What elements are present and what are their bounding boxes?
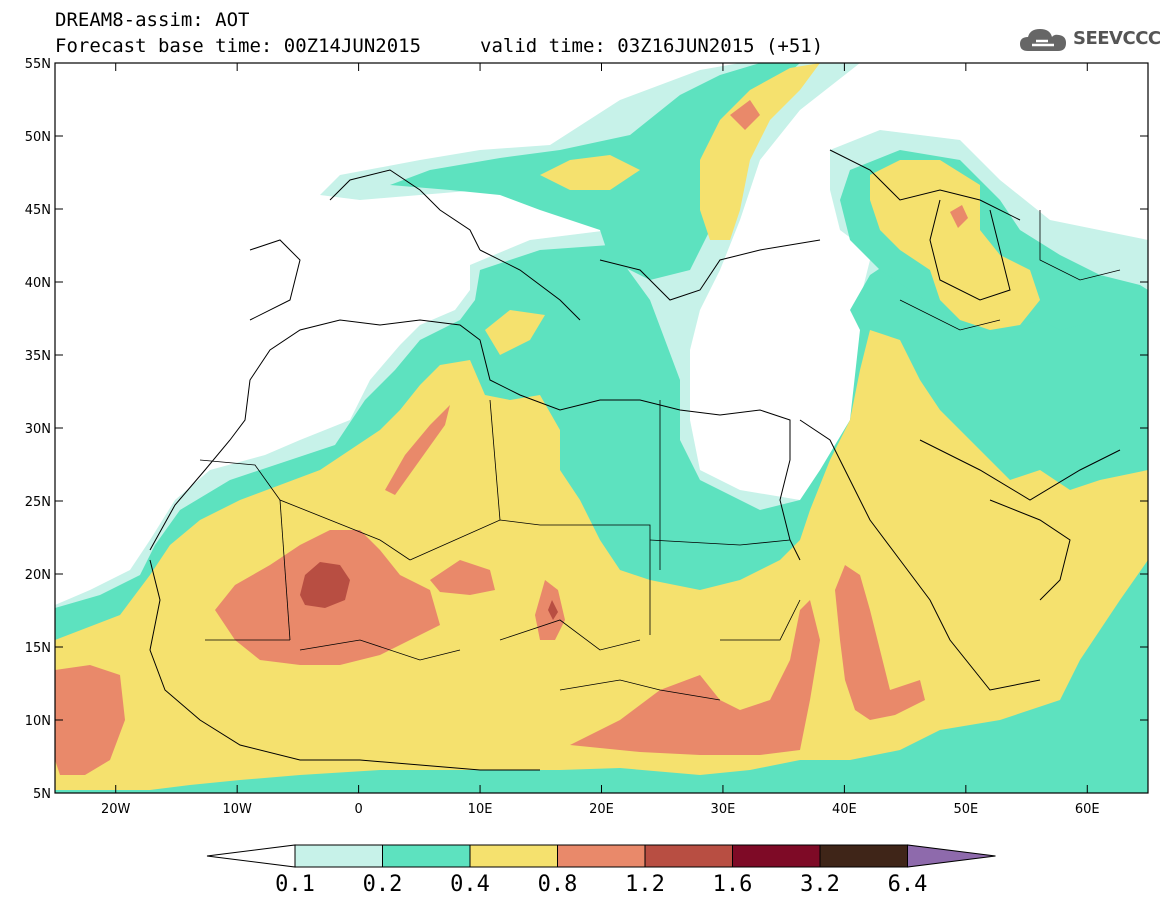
colorbar-segment [732,844,821,868]
aot-field [55,63,1148,793]
aot-contour-0.8-atlantic [55,665,125,775]
colorbar-label: 3.2 [800,872,840,897]
aot-contour-0.4-balkans [540,155,640,190]
lat-label: 5N [33,787,51,802]
colorbar-max-arrow [907,844,996,868]
aot-contour-0.8-ukraine [730,100,760,130]
colorbar: 0.1 0.2 0.4 0.8 1.2 1.6 3.2 6.4 [206,844,996,897]
aot-contour-1.2 [300,562,350,608]
colorbar-label: 1.6 [713,872,753,897]
colorbar-label: 0.8 [538,872,578,897]
title-line2: Forecast base time: 00Z14JUN2015 [55,35,422,57]
colorbar-segment [819,844,908,868]
lon-label: 30E [711,802,736,817]
latitude-axis: 55N 50N 45N 40N 35N 30N 25N 20N 15N 10N 5N [25,57,1148,802]
aot-contour-0.8-sudan [570,600,820,755]
lat-label: 20N [25,568,51,583]
lon-label: 10E [468,802,493,817]
lat-label: 45N [25,203,51,218]
seevccc-logo: SEEVCCC [1018,25,1161,55]
aot-contour-0.1-north [320,63,780,200]
coastlines [149,149,1121,771]
aot-contour-0.4-carpathian [700,63,820,240]
colorbar-label: 0.1 [275,872,315,897]
aot-contour-0.4-caspian [870,160,1040,330]
logo-text: SEEVCCC [1073,28,1161,49]
aot-contour-0.8-redsea [835,565,925,720]
lat-label: 55N [25,57,51,72]
aot-contour-0.8-streak [385,405,450,495]
colorbar-label: 0.2 [363,872,403,897]
longitude-axis: 20W 10W 0 10E 20E 30E 40E 50E 60E [101,63,1100,817]
aot-contour-0.4-sicily [485,310,545,355]
colorbar-label: 6.4 [888,872,928,897]
lon-label: 0 [354,802,362,817]
colorbar-min-arrow [206,844,296,868]
lon-label: 40E [832,802,857,817]
lat-label: 40N [25,276,51,291]
title-line1: DREAM8-assim: AOT [55,9,250,31]
aot-contour-1.2-chad [548,600,558,620]
aot-contour-0.8-niger [430,560,495,595]
lon-label: 10W [222,802,252,817]
lat-label: 25N [25,495,51,510]
aot-contour-0.8-caspian [950,205,968,228]
colorbar-segment [644,844,733,868]
lat-label: 30N [25,422,51,437]
lon-label: 50E [953,802,978,817]
lat-label: 15N [25,641,51,656]
colorbar-label: 1.2 [625,872,665,897]
lat-label: 35N [25,349,51,364]
colorbar-segment [382,844,471,868]
lon-label: 60E [1075,802,1100,817]
lat-label: 10N [25,714,51,729]
lon-label: 20W [101,802,131,817]
lon-label: 20E [589,802,614,817]
lat-label: 50N [25,130,51,145]
political-borders [199,210,1121,701]
colorbar-segment [469,844,558,868]
colorbar-segment [557,844,646,868]
colorbar-segment [294,844,383,868]
colorbar-label: 0.4 [450,872,490,897]
cloud-icon [1020,29,1066,51]
valid-time: valid time: 03Z16JUN2015 (+51) [480,35,824,57]
